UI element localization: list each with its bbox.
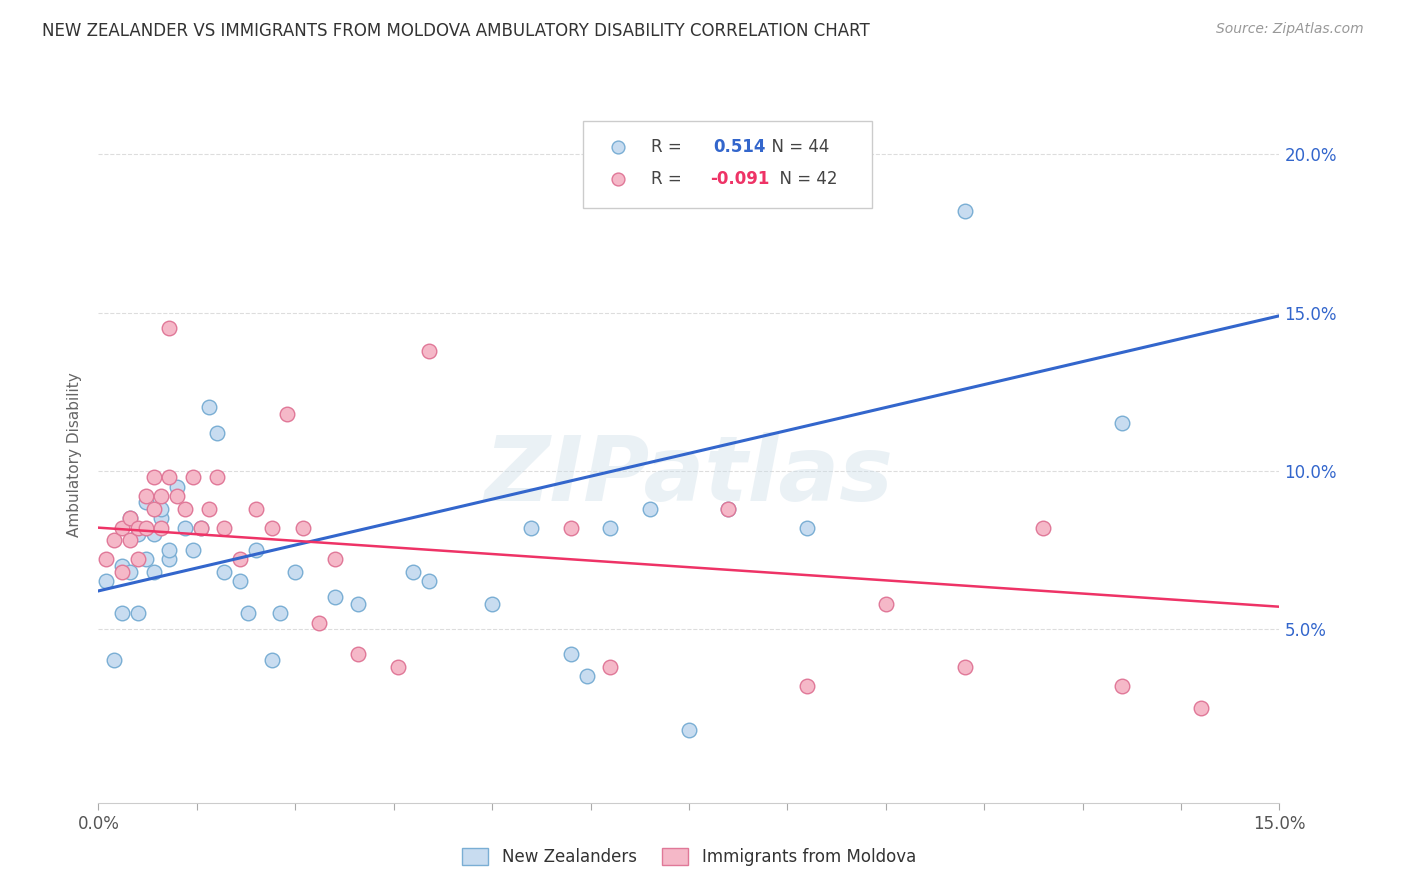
Point [1032,521,1054,535]
Point [323,552,346,566]
Point [111,558,134,573]
Text: R =: R = [651,138,692,156]
Point [157,542,180,557]
Point [796,521,818,535]
Point [276,407,298,421]
Point [292,521,315,535]
Point [166,479,188,493]
Text: 0.514: 0.514 [714,138,766,156]
Point [150,501,173,516]
Point [245,501,267,516]
Point [953,660,976,674]
Point [205,470,228,484]
Text: NEW ZEALANDER VS IMMIGRANTS FROM MOLDOVA AMBULATORY DISABILITY CORRELATION CHART: NEW ZEALANDER VS IMMIGRANTS FROM MOLDOVA… [42,22,870,40]
Point [118,565,141,579]
Point [181,470,204,484]
Point [214,565,236,579]
Point [174,521,197,535]
Point [387,660,409,674]
Point [157,470,180,484]
FancyBboxPatch shape [582,121,872,208]
Point [308,615,330,630]
Point [142,565,165,579]
Point [796,679,818,693]
Point [190,521,212,535]
Point [245,542,267,557]
Point [118,511,141,525]
Point [127,521,149,535]
Point [190,521,212,535]
Point [174,501,197,516]
Text: N = 44: N = 44 [761,138,830,156]
Point [347,597,370,611]
Point [118,533,141,548]
Point [520,521,543,535]
Point [150,521,173,535]
Point [481,597,503,611]
Point [560,647,582,661]
Point [135,489,157,503]
Point [150,511,173,525]
Point [575,669,598,683]
Point [127,606,149,620]
Point [599,660,621,674]
Point [229,574,252,589]
Point [205,425,228,440]
Point [142,501,165,516]
Point [135,552,157,566]
Point [717,501,740,516]
Point [260,653,283,667]
Point [118,511,141,525]
Point [260,521,283,535]
Point [1189,701,1212,715]
Point [197,501,219,516]
Point [717,501,740,516]
Point [638,501,661,516]
Point [127,552,149,566]
Point [323,591,346,605]
Y-axis label: Ambulatory Disability: Ambulatory Disability [67,373,83,537]
Point [284,565,307,579]
Text: ZIPatlas: ZIPatlas [485,432,893,520]
Point [166,489,188,503]
Point [135,495,157,509]
Point [157,552,180,566]
Point [418,574,440,589]
Point [560,521,582,535]
Point [1111,679,1133,693]
Point [678,723,700,737]
Point [150,489,173,503]
Point [269,606,291,620]
Point [96,574,118,589]
Point [418,343,440,358]
Point [229,552,252,566]
Point [142,470,165,484]
Point [111,565,134,579]
Text: R =: R = [651,169,688,187]
Point [214,521,236,535]
Text: Source: ZipAtlas.com: Source: ZipAtlas.com [1216,22,1364,37]
Text: N = 42: N = 42 [769,169,838,187]
Point [347,647,370,661]
Point [135,521,157,535]
Point [402,565,425,579]
Legend: New Zealanders, Immigrants from Moldova: New Zealanders, Immigrants from Moldova [454,839,924,874]
Point [157,321,180,335]
Point [142,527,165,541]
Point [96,552,118,566]
Point [111,606,134,620]
Point [875,597,897,611]
Point [111,521,134,535]
Point [127,527,149,541]
Point [599,521,621,535]
Point [197,401,219,415]
Point [236,606,259,620]
Point [103,533,125,548]
Text: -0.091: -0.091 [710,169,769,187]
Point [1111,417,1133,431]
Point [103,653,125,667]
Point [953,204,976,219]
Point [181,542,204,557]
